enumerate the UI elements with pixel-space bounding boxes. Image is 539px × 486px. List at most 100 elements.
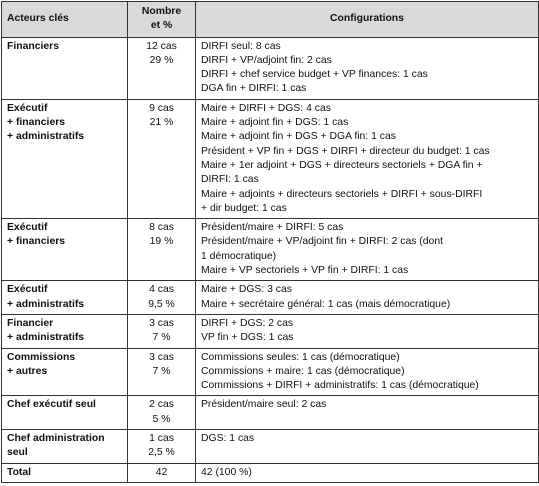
cell-line: Exécutif [7,284,48,296]
cell-line: Président/maire seul: 2 cas [201,399,327,411]
cell-line: DIRFI + chef service budget + VP finance… [201,69,428,81]
cell-line: Maire + 1er adjoint + DGS + directeurs s… [201,159,483,171]
cell-line: + dir budget: 1 cas [201,202,287,214]
cell-line: Commissions seules: 1 cas (démocratique) [201,351,400,363]
cell-line: 9,5 % [148,298,175,310]
table-cell: 8 cas 19 % [127,218,196,282]
cell-line: Commissions + maire: 1 cas (démocratique… [201,365,405,377]
table-cell: Chef administration seul [1,429,128,464]
table-cell: Exécutif + financiers + administratifs [1,98,128,220]
cell-line: Acteurs clés [7,13,69,25]
cell-line: 29 % [149,54,174,66]
cell-line: 42 (100 %) [201,466,252,478]
cell-line: + financiers [7,117,66,129]
cell-line: Maire + adjoint fin + DGS: 1 cas [201,117,349,129]
cell-line: 7 % [152,365,171,377]
table-cell: 1 cas 2,5 % [127,429,196,464]
cell-line: + administratifs [7,298,85,310]
table-cell: Président/maire + DIRFI: 5 cas Président/… [195,218,539,282]
table-cell: DGS: 1 cas [195,429,539,464]
table-row: Chef administration seul 1 cas 2,5 % DGS: 1 … [1,429,539,464]
table-row: Chef exécutif seul 2 cas 5 % Président/mair… [1,395,539,431]
table-cell: DIRFI seul: 8 cas DIRFI + VP/adjoint fin:… [195,36,539,100]
cell-line: DGS: 1 cas [201,433,255,445]
cell-line: VP fin + DGS: 1 cas [201,332,294,344]
cell-line: Maire + DIRFI + DGS: 4 cas [201,102,331,114]
table-row: Exécutif + financiers 8 cas 19 % Président/m… [1,218,539,282]
cell-line: DGA fin + DIRFI: 1 cas [201,83,307,95]
table-cell: Président/maire seul: 2 cas [195,395,539,431]
cell-line: Commissions [7,351,76,363]
table-body: Financiers 12 cas 29 % DIRFI seul: 8 cas DIR… [1,36,539,483]
table-cell: 4 cas 9,5 % [127,280,196,315]
table-cell: 3 cas 7 % [127,347,196,397]
table-row: Exécutif + financiers + administratifs 9 ca… [1,98,539,220]
header-row: Acteurs clés Nombre et % Configurations [1,1,539,38]
table-cell: Commissions + autres [1,347,128,397]
cell-line: 1 démocratique) [201,250,277,262]
table-cell: Acteurs clés [1,1,128,38]
cell-line: seul [7,447,28,459]
table-row: Exécutif + administratifs 4 cas 9,5 % Maire … [1,280,539,315]
table-header: Acteurs clés Nombre et % Configurations [1,1,539,38]
cell-line: Configurations [330,13,404,25]
cell-line: et % [150,20,173,32]
table-cell: Maire + DGS: 3 cas Maire + secrétaire gén… [195,280,539,315]
table-cell: DIRFI + DGS: 2 cas VP fin + DGS: 1 cas [195,313,539,349]
cell-line: 2 cas [149,399,174,411]
table-cell: 12 cas 29 % [127,36,196,100]
table-cell: Exécutif + financiers [1,218,128,282]
cell-line: 12 cas [146,40,177,52]
table-row: Commissions + autres 3 cas 7 % Commissions s… [1,347,539,397]
table-cell: 3 cas 7 % [127,313,196,349]
cell-line: Maire + adjoint fin + DGS + DGA fin: 1 c… [201,131,396,143]
cell-line: 4 cas [149,284,174,296]
table-cell: Exécutif + administratifs [1,280,128,315]
table-cell: Configurations [195,1,539,38]
cell-line: Exécutif [7,222,48,234]
table-cell: Financier + administratifs [1,313,128,349]
cell-line: 5 % [152,413,171,425]
cell-line: Maire + DGS: 3 cas [201,284,292,296]
table-row: Financiers 12 cas 29 % DIRFI seul: 8 cas DIR… [1,36,539,100]
cell-line: Maire + secrétaire général: 1 cas (mais … [201,298,451,310]
cell-line: 3 cas [149,317,174,329]
cell-line: + autres [7,365,48,377]
cell-line: Maire + adjoints + directeurs sectoriels… [201,188,483,200]
cell-line: Maire + VP sectoriels + VP fin + DIRFI: … [201,265,409,277]
cell-line: + administratifs [7,131,85,143]
cell-line: 1 cas [149,433,174,445]
cell-line: Financiers [7,40,59,52]
cell-line: + administratifs [7,332,85,344]
cell-line: 8 cas [149,222,174,234]
cell-line: Président + VP fin + DGS + DIRFI + direc… [201,145,490,157]
table-cell: 42 (100 %) [195,462,539,483]
cell-line: 2,5 % [148,447,175,459]
cell-line: DIRFI seul: 8 cas [201,40,281,52]
cell-line: Président/maire + VP/adjoint fin + DIRFI… [201,236,443,248]
cell-line: Total [7,466,32,478]
cell-line: + financiers [7,236,66,248]
table-cell: Chef exécutif seul [1,395,128,431]
cell-line: Chef administration [7,433,105,445]
cell-line: Nombre [141,6,182,17]
cell-line: 19 % [149,236,174,248]
cell-line: DIRFI: 1 cas [201,174,259,186]
table-cell: Financiers [1,36,128,100]
table-cell: 9 cas 21 % [127,98,196,220]
table-cell: 42 [127,462,196,483]
cell-line: Président/maire + DIRFI: 5 cas [201,222,344,234]
cell-line: DIRFI + DGS: 2 cas [201,317,294,329]
cell-line: Commissions + DIRFI + administratifs: 1 … [201,380,479,392]
cell-line: 9 cas [149,102,174,114]
table-cell: Nombre et % [127,1,196,38]
table-cell: 2 cas 5 % [127,395,196,431]
table-row: Financier + administratifs 3 cas 7 % DIRFI +… [1,313,539,349]
cell-line: Chef exécutif seul [7,399,96,411]
cell-line: 21 % [149,117,174,129]
cell-line: 42 [155,466,168,478]
table-cell: Total [1,462,128,483]
table-cell: Commissions seules: 1 cas (démocratique)… [195,347,539,397]
table-row: Total 42 42 (100 %) [1,462,539,483]
